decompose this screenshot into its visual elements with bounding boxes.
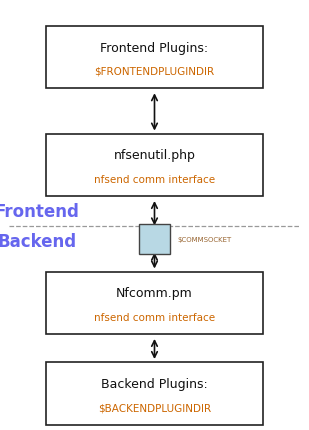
FancyBboxPatch shape [139, 224, 170, 255]
Text: Frontend: Frontend [0, 203, 79, 221]
FancyBboxPatch shape [46, 362, 263, 425]
Text: $BACKENDPLUGINDIR: $BACKENDPLUGINDIR [98, 402, 211, 412]
Text: nfsenutil.php: nfsenutil.php [114, 149, 195, 162]
Text: $COMMSOCKET: $COMMSOCKET [178, 237, 232, 243]
Text: Backend Plugins:: Backend Plugins: [101, 377, 208, 390]
Text: $FRONTENDPLUGINDIR: $FRONTENDPLUGINDIR [95, 67, 214, 77]
FancyBboxPatch shape [46, 27, 263, 89]
FancyBboxPatch shape [46, 134, 263, 197]
Text: nfsend comm interface: nfsend comm interface [94, 312, 215, 322]
Text: Backend: Backend [0, 233, 77, 251]
Text: Frontend Plugins:: Frontend Plugins: [100, 42, 209, 55]
Text: Nfcomm.pm: Nfcomm.pm [116, 287, 193, 300]
Text: nfsend comm interface: nfsend comm interface [94, 174, 215, 184]
FancyBboxPatch shape [46, 272, 263, 335]
